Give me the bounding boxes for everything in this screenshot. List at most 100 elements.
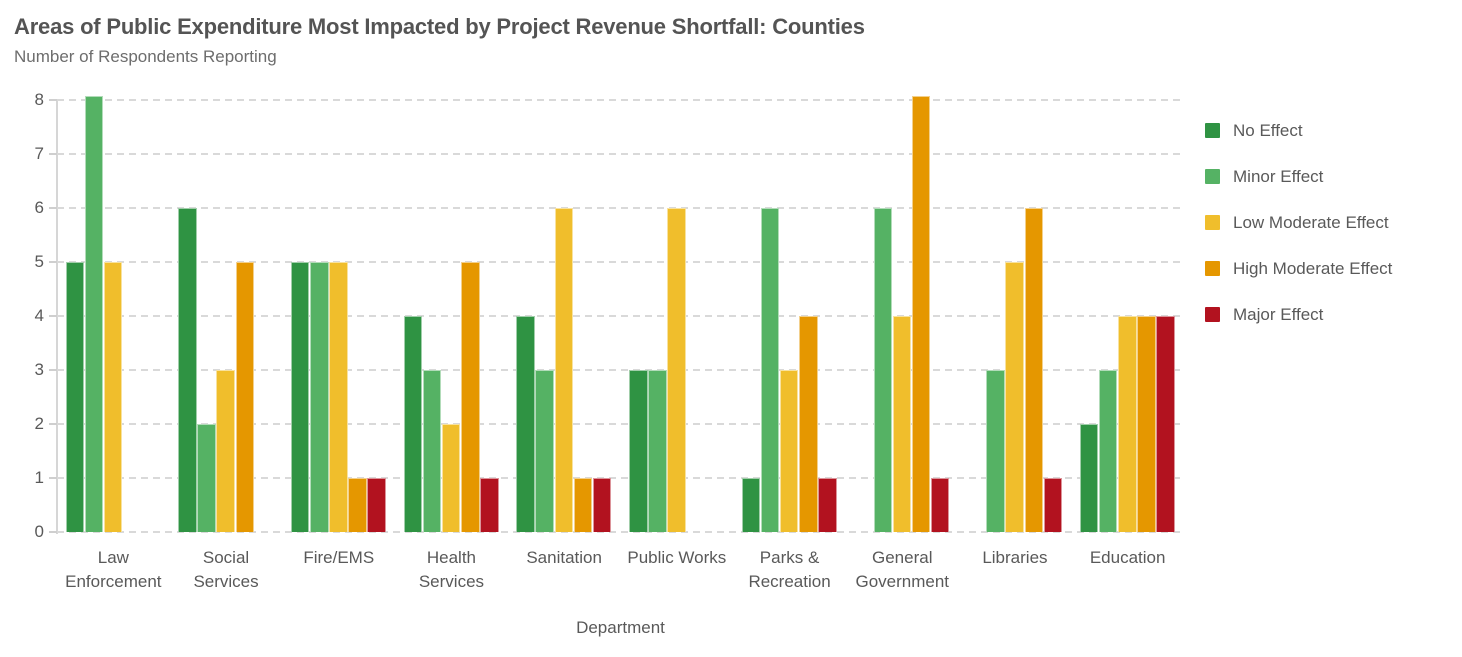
gridline: [57, 207, 1184, 209]
legend-swatch: [1205, 215, 1220, 230]
bar[interactable]: [667, 208, 686, 532]
bar[interactable]: [1118, 316, 1137, 532]
x-category-label: Fire/EMS: [303, 548, 375, 567]
x-category-label: Parks & Recreation: [748, 548, 831, 591]
bar[interactable]: [535, 370, 554, 532]
bar[interactable]: [422, 370, 442, 532]
y-tick-label: 0: [34, 522, 44, 541]
y-tick-label: 8: [34, 90, 44, 109]
legend-item[interactable]: Low Moderate Effect: [1205, 214, 1392, 231]
x-category-label: Law Enforcement: [65, 548, 162, 591]
legend-swatch: [1205, 307, 1220, 322]
bar[interactable]: [573, 478, 593, 532]
bar[interactable]: [892, 316, 912, 532]
gridline: [57, 369, 1184, 371]
gridline: [57, 261, 1184, 263]
bar[interactable]: [329, 262, 348, 532]
y-tick-label: 6: [34, 198, 44, 217]
bar[interactable]: [1005, 262, 1024, 532]
bar[interactable]: [103, 262, 123, 532]
bar[interactable]: [930, 478, 950, 532]
x-category-label: Education: [1089, 548, 1166, 567]
legend-label: No Effect: [1233, 121, 1303, 140]
bar[interactable]: [1137, 316, 1156, 532]
bar[interactable]: [480, 478, 499, 532]
bar[interactable]: [216, 370, 235, 532]
chart-subtitle: Number of Respondents Reporting: [14, 47, 277, 66]
bar[interactable]: [348, 478, 367, 532]
legend-swatch: [1205, 261, 1220, 276]
bar[interactable]: [911, 96, 931, 532]
bar[interactable]: [741, 478, 761, 532]
legend-item[interactable]: Major Effect: [1205, 306, 1392, 323]
legend-item[interactable]: High Moderate Effect: [1205, 260, 1392, 277]
x-category-label: Public Works: [627, 548, 727, 567]
legend-label: Low Moderate Effect: [1233, 213, 1389, 232]
bar[interactable]: [873, 208, 893, 532]
bar[interactable]: [290, 262, 310, 532]
bar[interactable]: [1098, 370, 1118, 532]
legend-label: Minor Effect: [1233, 167, 1324, 186]
gridline: [57, 477, 1184, 479]
y-tick: [49, 369, 57, 371]
y-tick-label: 1: [34, 468, 44, 487]
legend-item[interactable]: No Effect: [1205, 122, 1392, 139]
bar[interactable]: [367, 478, 386, 532]
y-tick: [49, 153, 57, 155]
y-tick-label: 5: [34, 252, 44, 271]
bar[interactable]: [1024, 208, 1043, 532]
bar[interactable]: [403, 316, 423, 532]
bar[interactable]: [760, 208, 780, 532]
x-axis-title: Department: [576, 618, 665, 637]
legend-swatch: [1205, 123, 1220, 138]
bar[interactable]: [178, 208, 197, 532]
gridline: [57, 153, 1184, 155]
legend-label: High Moderate Effect: [1233, 259, 1393, 278]
y-tick: [49, 261, 57, 263]
gridline: [57, 315, 1184, 317]
bar[interactable]: [629, 370, 648, 532]
gridline: [57, 531, 1184, 533]
bar[interactable]: [592, 478, 612, 532]
y-tick-label: 7: [34, 144, 44, 163]
bar[interactable]: [461, 262, 480, 532]
bar[interactable]: [779, 370, 799, 532]
bar[interactable]: [65, 262, 85, 532]
bar[interactable]: [235, 262, 255, 532]
bar[interactable]: [986, 370, 1005, 532]
bar[interactable]: [554, 208, 574, 532]
bar[interactable]: [441, 424, 461, 532]
y-tick: [49, 531, 57, 533]
x-category-label: Health Services: [418, 548, 485, 591]
y-tick: [49, 477, 57, 479]
bar[interactable]: [648, 370, 667, 532]
x-category-label: Libraries: [982, 548, 1048, 567]
legend-swatch: [1205, 169, 1220, 184]
bar[interactable]: [799, 316, 818, 532]
x-category-label: Sanitation: [526, 548, 602, 567]
x-category-label: General Government: [855, 548, 950, 591]
y-tick-label: 4: [34, 306, 44, 325]
gridline: [57, 423, 1184, 425]
y-tick-label: 2: [34, 414, 44, 433]
bar[interactable]: [818, 478, 837, 532]
bar[interactable]: [1079, 424, 1099, 532]
chart-title: Areas of Public Expenditure Most Impacte…: [14, 14, 865, 39]
legend: No Effect Minor Effect Low Moderate Effect…: [1205, 122, 1392, 352]
y-tick-label: 3: [34, 360, 44, 379]
bar[interactable]: [1156, 316, 1175, 532]
y-tick: [49, 99, 57, 101]
gridline: [57, 99, 1184, 101]
bar[interactable]: [310, 262, 329, 532]
x-category-label: Social Services: [193, 548, 259, 591]
legend-item[interactable]: Minor Effect: [1205, 168, 1392, 185]
bar[interactable]: [197, 424, 216, 532]
bar[interactable]: [516, 316, 535, 532]
bar[interactable]: [84, 96, 104, 532]
bar[interactable]: [1043, 478, 1063, 532]
y-tick: [49, 315, 57, 317]
y-tick: [49, 423, 57, 425]
y-tick: [49, 207, 57, 209]
plot-area: [57, 96, 1184, 533]
